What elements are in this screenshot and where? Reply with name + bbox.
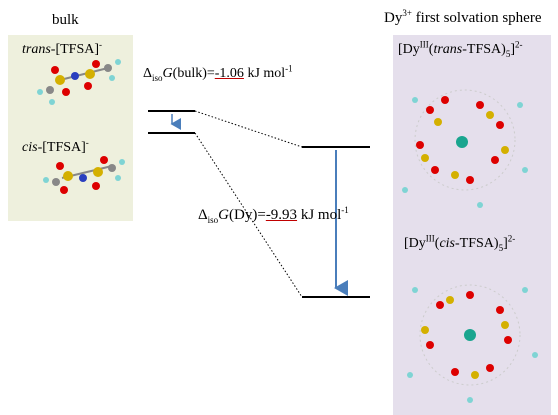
text: -TFSA) (455, 236, 499, 251)
sup: III (420, 39, 429, 49)
page: bulk trans-[TFSA]- cis-[TFSA]- Dy3+ firs… (0, 0, 558, 415)
sup: - (86, 137, 89, 147)
text: (Dy)= (229, 207, 266, 223)
sup: 3+ (402, 8, 412, 18)
dy-panel (393, 35, 551, 415)
value: -9.93 (266, 207, 297, 223)
bulk-title: bulk (52, 12, 79, 29)
iso: cis (22, 140, 38, 155)
dy-energy: ΔisoG(Dy)=-9.93 kJ mol-1 (198, 207, 349, 224)
trans-complex-label: [DyIII(trans-TFSA)5]2- (398, 42, 522, 58)
bulk-energy: ΔisoG(bulk)=-1.06 kJ mol-1 (143, 66, 293, 82)
connector (195, 111, 302, 147)
text: -[TFSA] (51, 42, 99, 57)
iso: trans (433, 42, 462, 57)
text: G (218, 207, 229, 223)
text: Δ (143, 66, 152, 81)
text: [Dy (398, 42, 420, 57)
text: (bulk)= (173, 66, 215, 81)
sub: iso (208, 215, 219, 225)
text: Δ (198, 207, 208, 223)
text: [Dy (404, 236, 426, 251)
text: Dy (384, 10, 402, 26)
text: -TFSA) (462, 42, 506, 57)
sup: 2- (515, 39, 523, 49)
cis-complex-label: [DyIII(cis-TFSA)5]2- (404, 236, 515, 252)
unit: kJ mol (301, 207, 341, 223)
value: -1.06 (215, 66, 244, 81)
text: G (163, 66, 173, 81)
iso: trans (22, 42, 51, 57)
sup: -1 (285, 63, 293, 73)
sup: - (99, 39, 102, 49)
trans-label: trans-[TFSA]- (22, 42, 102, 58)
sup: 2- (508, 233, 516, 243)
sup: III (426, 233, 435, 243)
text: -[TFSA] (38, 140, 86, 155)
text: first solvation sphere (412, 10, 542, 26)
cis-label: cis-[TFSA]- (22, 140, 89, 156)
sub: iso (152, 73, 163, 83)
unit: kJ mol (247, 66, 285, 81)
sup: -1 (341, 205, 349, 215)
dy-title: Dy3+ first solvation sphere (384, 10, 541, 27)
iso: cis (439, 236, 455, 251)
bulk-panel (8, 35, 133, 221)
